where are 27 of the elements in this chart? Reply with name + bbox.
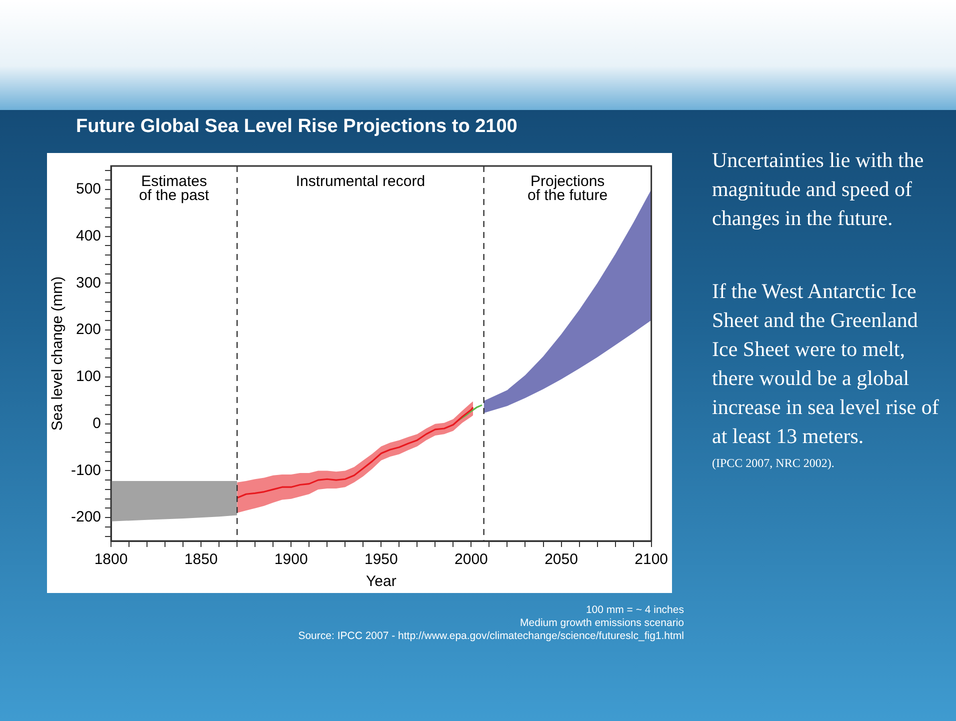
y-tick-label: 500 bbox=[76, 180, 102, 198]
annotation: Instrumental record bbox=[296, 173, 426, 190]
text: If the West Antarctic Ice Sheet and the Greenland Ice Sheet were to melt, there would be a global increase in sea level rise of at least 13 meters. bbox=[712, 278, 940, 450]
y-tick-label: 200 bbox=[76, 321, 102, 338]
x-tick-label: 1950 bbox=[364, 551, 398, 568]
x-tick-label: 2050 bbox=[544, 551, 578, 568]
y-tick-label: 400 bbox=[76, 227, 102, 244]
x-tick-label: 1800 bbox=[94, 551, 128, 568]
text: Medium growth emissions scenario bbox=[519, 617, 684, 630]
x-tick-label: 1900 bbox=[274, 551, 308, 568]
text: 100 mm = ~ 4 inches bbox=[584, 604, 684, 617]
y-tick-label: -200 bbox=[70, 508, 102, 526]
text: (IPCC 2007, NRC 2002). bbox=[712, 455, 836, 471]
y-tick-label: -100 bbox=[70, 462, 102, 479]
y-tick-label: 0 bbox=[92, 414, 102, 432]
chart-title: Future Global Sea Level Rise Projections to 2100 bbox=[76, 116, 518, 138]
y-tick-label: 100 bbox=[76, 368, 102, 386]
annotation: Estimates of the past bbox=[139, 173, 210, 204]
x-tick-label: 1850 bbox=[184, 551, 218, 568]
x-tick-label: 2000 bbox=[454, 551, 488, 568]
y-tick-label: 300 bbox=[76, 274, 102, 292]
x-tick-label: 2100 bbox=[634, 551, 668, 568]
source-note: Source: IPCC 2007 - http://www.epa.gov/climatechange/science/futureslc_fig1.html bbox=[297, 630, 684, 643]
annotation: Projections of the future bbox=[528, 173, 608, 204]
y-axis-title: Sea level change (mm) bbox=[49, 276, 66, 431]
x-axis-title: Year bbox=[366, 573, 396, 590]
text: Uncertainties lie with the magnitude and speed of changes in the future. bbox=[712, 147, 925, 232]
